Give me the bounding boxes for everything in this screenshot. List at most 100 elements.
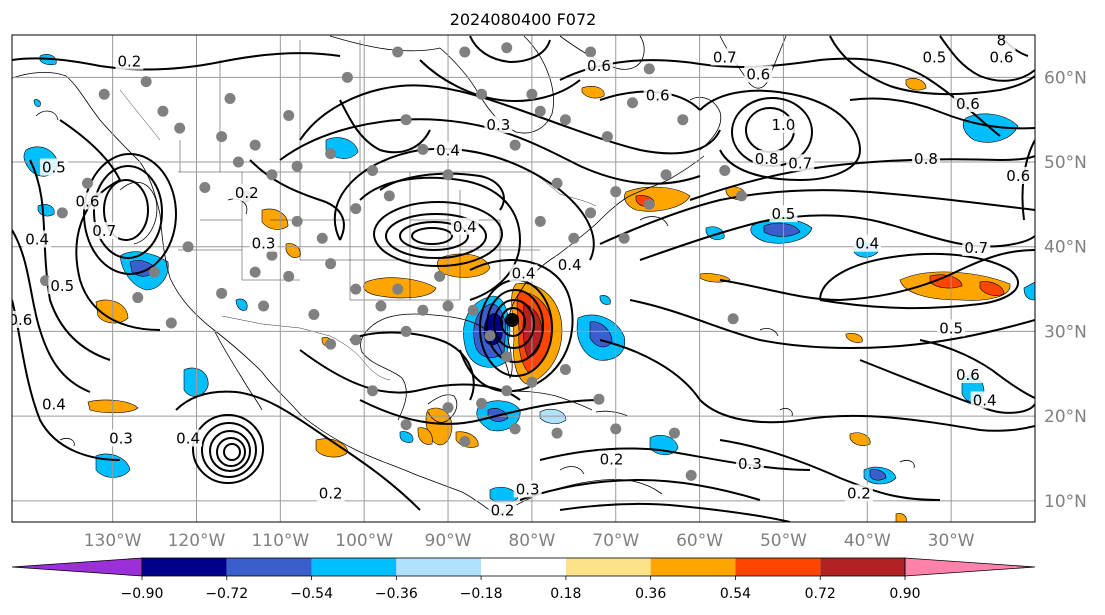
station-point (367, 385, 379, 397)
station-point (249, 266, 261, 278)
contour-label-text: 0.6 (646, 87, 670, 105)
station-point (534, 215, 546, 227)
latitude-tick-labels: 10°N 20°N 30°N 40°N 50°N 60°N (1044, 68, 1087, 511)
colorbar-swatch (481, 558, 566, 576)
contour-label-bg (450, 217, 479, 235)
lat-tick-label: 20°N (1044, 407, 1087, 427)
contour-label-bg (509, 264, 538, 282)
contour-label-bg (597, 450, 626, 468)
contour-pnw-1 (103, 179, 149, 241)
contour-label-bg (744, 65, 773, 83)
contour-atl-8 (639, 214, 1035, 261)
contour-label: 0.6 (953, 366, 982, 384)
contour-ca-8 (249, 159, 345, 241)
station-point (350, 334, 362, 346)
contour-label: 0.3 (484, 116, 513, 134)
station-point (308, 308, 320, 320)
contour-label: 0.7 (710, 48, 739, 66)
contour-car-4 (559, 502, 791, 522)
station-point (165, 317, 177, 329)
coast-yucatan (427, 394, 458, 423)
contour-label-bg (911, 150, 940, 168)
coast-pacific-north-america (12, 72, 499, 517)
contour-atl-6 (919, 339, 1035, 399)
contour-label-text: 0.2 (319, 485, 343, 503)
colorbar-label: −0.36 (375, 586, 418, 602)
contour-label-text: 0.6 (587, 57, 611, 75)
colorbar-swatch (226, 558, 312, 576)
station-point (459, 436, 471, 448)
contour-label-bg (643, 86, 672, 104)
colorbar-label: 0.72 (805, 586, 836, 602)
contour-label-bg (232, 183, 261, 201)
station-point (585, 207, 597, 219)
contour-label-text: 0.6 (8, 311, 32, 329)
contour-label-bg (962, 238, 991, 256)
contour-label-bg (937, 319, 966, 337)
contour-label-text: 0.6 (76, 192, 100, 210)
contour-label: 0.7 (786, 154, 815, 172)
lon-tick-label: 120°W (168, 531, 226, 551)
map-frame (11, 34, 1036, 523)
colorbar-extend-low (11, 557, 143, 577)
contour-label: 0.2 (115, 52, 144, 71)
contour-label-text: 0.3 (486, 116, 510, 134)
lon-tick-label: 130°W (84, 531, 142, 551)
contour-label-bg (769, 205, 798, 223)
station-point (258, 300, 270, 312)
contour-label: 0.6 (8, 310, 35, 329)
station-point (559, 364, 571, 376)
lon-tick-label: 50°W (760, 531, 807, 551)
station-point (325, 258, 337, 270)
colorbar-swatch (650, 558, 736, 576)
contour-label-text: 0.4 (512, 264, 536, 282)
station-point (291, 160, 303, 172)
contour-label: 0.2 (597, 450, 626, 469)
lat-tick-label: 50°N (1044, 153, 1087, 173)
contour-pnw-4 (59, 119, 161, 331)
contour-label-text: 0.4 (42, 396, 66, 414)
station-point (249, 139, 261, 151)
station-point (392, 283, 404, 295)
station-point (341, 71, 353, 83)
colorbar-label: −0.54 (290, 586, 333, 602)
contour-label: 8 (987, 35, 1016, 49)
contour-label-text: 0.5 (939, 319, 963, 337)
contour-label: 0.4 (555, 255, 584, 274)
contour-label-text: 0.2 (117, 53, 141, 71)
contour-label: 0.2 (316, 484, 345, 503)
station-point (610, 186, 622, 198)
contour-ep-3 (209, 430, 251, 472)
contour-label: 0.6 (584, 57, 613, 75)
colorbar-extend-high (904, 557, 1036, 577)
longitude-tick-labels: 130°W 120°W 110°W 100°W 90°W 80°W 70°W 60°W 50°W… (84, 531, 975, 551)
station-point (383, 190, 395, 202)
contour-label: 0.6 (643, 86, 672, 105)
contour-label-text: 0.2 (847, 485, 871, 503)
colorbar-outline (141, 557, 906, 577)
contour-lab-3 (699, 89, 862, 182)
station-point (685, 469, 697, 481)
contour-label: 0.5 (39, 158, 68, 177)
contour-label-bg (115, 52, 144, 70)
lon-tick-label: 90°W (425, 531, 472, 551)
contour-label: 0.6 (953, 94, 982, 113)
contour-label: 0.4 (39, 395, 68, 414)
contour-label: 0.5 (920, 48, 949, 66)
station-point (660, 169, 672, 181)
contour-label-text: 0.7 (713, 48, 737, 66)
contour-lab-4 (559, 57, 1001, 137)
contour-label-text: 0.8 (755, 150, 779, 168)
contour-label: 0.7 (90, 222, 119, 240)
station-point (266, 169, 278, 181)
station-point (534, 105, 546, 117)
contour-label: 0.4 (509, 264, 538, 282)
colorbar-label: 0.36 (635, 586, 666, 602)
contour-gl-3 (385, 213, 487, 259)
contour-ca-4 (12, 52, 341, 71)
contour-label-text: 0.4 (25, 231, 49, 249)
contour-label-bg (710, 48, 739, 66)
contour-lines (12, 35, 1035, 522)
lat-tick-label: 40°N (1044, 238, 1087, 258)
